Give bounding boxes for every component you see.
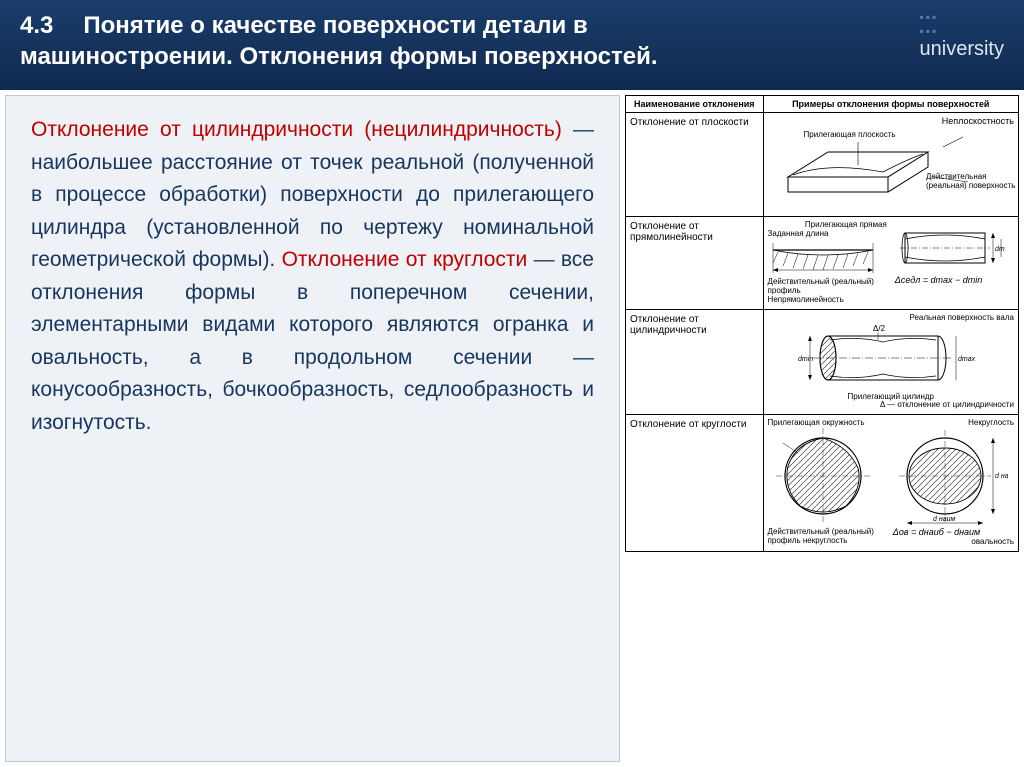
lbl-zadannaya: Заданная длина [768, 230, 887, 239]
row2-name: Отклонение от прямолинейности [626, 216, 764, 309]
th-right: Примеры отклонения формы поверхностей [763, 96, 1018, 113]
roundness-svg-left [768, 428, 878, 528]
table-row: Отклонение от цилиндричности Реальная по… [626, 309, 1019, 414]
definition-paragraph: Отклонение от цилиндричности (нецилиндри… [31, 114, 594, 439]
lbl-neploskostnost: Неплоскостность [768, 117, 1014, 127]
cylindricity-svg: dmin dmax Δ/2 [768, 323, 998, 393]
straightness-svg-left [768, 238, 878, 278]
deviations-table: Наименование отклонения Примеры отклонен… [625, 95, 1019, 552]
lbl-nekruglost: Некруглость [893, 419, 1014, 428]
th-left: Наименование отклонения [626, 96, 764, 113]
header-title: 4.3 Понятие о качестве поверхности детали… [20, 10, 1004, 72]
lbl-nepryam: Непрямолинейность [768, 296, 887, 305]
row2-diagram: Прилегающая прямая Заданная длина [763, 216, 1018, 309]
slide-header: 4.3 Понятие о качестве поверхности детали… [0, 0, 1024, 90]
table-row: Отклонение от плоскости Неплоскостность [626, 113, 1019, 217]
university-logo: ▪▪▪▪▪▪ university [920, 10, 1004, 61]
term-roundness: Отклонение от круглости [282, 248, 528, 271]
lbl-prilegaushaya: Прилегающая плоскость [804, 131, 896, 140]
lbl-deist-profil: Действительный (реальный) профиль [768, 278, 887, 296]
row3-name: Отклонение от цилиндричности [626, 309, 764, 414]
logo-text: university [920, 38, 1004, 60]
straightness-svg-right: dmax dmin [895, 221, 1005, 276]
row4-diagram: Прилегающая окружность Действительный (р… [763, 415, 1018, 551]
section-number: 4.3 [20, 10, 53, 41]
lbl-ovalnost: овальность [893, 538, 1014, 547]
svg-text:dmin: dmin [798, 356, 813, 363]
lbl-deist-prof-nekr: Действительный (реальный) профиль некруг… [768, 528, 889, 546]
content-area: Отклонение от цилиндричности (нецилиндри… [0, 90, 1024, 767]
svg-text:Δ/2: Δ/2 [873, 324, 886, 333]
body2: — все отклонения формы в поперечном сече… [31, 248, 594, 434]
table-panel: Наименование отклонения Примеры отклонен… [620, 90, 1024, 767]
lbl-real-pov: Реальная поверхность вала [768, 314, 1014, 323]
lbl-delta-cyl: Δ — отклонение от цилиндричности [768, 401, 1014, 410]
title-line2: машиностроении. Отклонения формы поверхн… [20, 43, 658, 70]
lbl-pril-okr: Прилегающая окружность [768, 419, 889, 428]
svg-text:dmax: dmax [995, 246, 1005, 253]
row3-diagram: Реальная поверхность вала [763, 309, 1018, 414]
title-line1: Понятие о качестве поверхности детали в [83, 12, 587, 39]
row4-name: Отклонение от круглости [626, 415, 764, 551]
roundness-svg-right: d наиб d наим [893, 428, 1008, 528]
formula-sedl: Δседл = dmax − dmin [895, 276, 1014, 286]
table-row: Отклонение от прямолинейности Прилегающа… [626, 216, 1019, 309]
row1-diagram: Неплоскостность Прилегающая плоскость [763, 113, 1018, 217]
text-panel: Отклонение от цилиндричности (нецилиндри… [5, 95, 620, 762]
lbl-deistvitelnaya: Действительная (реальная) поверхность [926, 173, 1016, 191]
svg-text:dmax: dmax [958, 356, 976, 363]
logo-dots: ▪▪▪▪▪▪ [920, 10, 1004, 38]
term-cylindricity: Отклонение от цилиндричности (нецилиндри… [31, 118, 562, 141]
svg-text:d наиб: d наиб [995, 472, 1008, 480]
svg-text:d наим: d наим [933, 516, 955, 523]
table-row: Отклонение от круглости Прилегающая окру… [626, 415, 1019, 551]
row1-name: Отклонение от плоскости [626, 113, 764, 217]
